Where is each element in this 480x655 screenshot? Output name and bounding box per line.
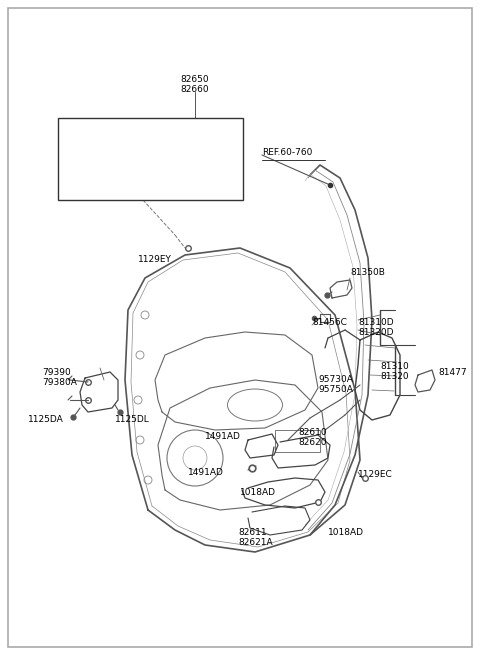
Text: 81350B: 81350B xyxy=(350,268,385,277)
Text: 82652R: 82652R xyxy=(193,148,228,157)
Bar xyxy=(58,118,243,200)
Text: 1491AD: 1491AD xyxy=(188,468,224,477)
Text: 1018AD: 1018AD xyxy=(328,528,364,537)
Text: 79390
79380A: 79390 79380A xyxy=(42,368,77,387)
Text: 81310D
81320D: 81310D 81320D xyxy=(358,318,394,337)
Text: 81456C: 81456C xyxy=(312,318,347,327)
Text: 1018AD: 1018AD xyxy=(240,488,276,497)
Text: 81477: 81477 xyxy=(438,368,467,377)
Text: 95730A
95750A: 95730A 95750A xyxy=(318,375,353,394)
Text: 1491AD: 1491AD xyxy=(205,432,241,441)
Text: 82610
82620: 82610 82620 xyxy=(298,428,326,447)
Text: 1125DL: 1125DL xyxy=(115,415,150,424)
Text: REF.60-760: REF.60-760 xyxy=(262,148,312,157)
Text: 82650
82660: 82650 82660 xyxy=(180,75,209,94)
Text: 1129EC: 1129EC xyxy=(358,470,393,479)
Text: 1129EY: 1129EY xyxy=(138,255,172,264)
Text: 82652L: 82652L xyxy=(62,185,96,194)
Bar xyxy=(275,430,320,452)
Text: 82661R
82651L: 82661R 82651L xyxy=(68,138,103,157)
Text: 82611
82621A: 82611 82621A xyxy=(238,528,273,548)
Text: 81310
81320: 81310 81320 xyxy=(380,362,409,381)
Text: 1125DA: 1125DA xyxy=(28,415,64,424)
Text: 82665
82655: 82665 82655 xyxy=(193,163,222,182)
